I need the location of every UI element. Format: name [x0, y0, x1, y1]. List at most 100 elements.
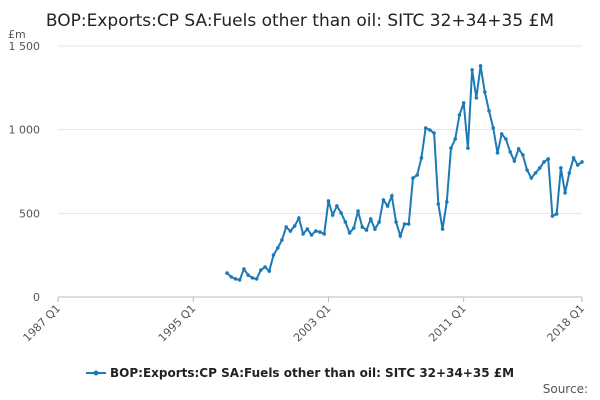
data-point [356, 209, 360, 213]
data-point [263, 265, 267, 269]
data-point [347, 231, 352, 235]
data-point [343, 220, 348, 224]
data-point [563, 191, 567, 195]
legend-dot [93, 370, 99, 376]
data-point [259, 268, 263, 272]
data-point [466, 146, 470, 150]
data-point [411, 176, 415, 180]
data-point [546, 157, 550, 161]
data-point [280, 238, 284, 242]
data-point [402, 222, 407, 226]
data-point [250, 276, 255, 280]
y-tick-label: 1 500 [9, 40, 41, 53]
data-point [229, 275, 234, 279]
data-point [449, 146, 453, 150]
data-point [233, 277, 238, 281]
data-point [406, 222, 411, 226]
data-point [428, 128, 432, 132]
data-point [305, 227, 310, 231]
data-point [246, 273, 250, 277]
data-point [309, 233, 314, 237]
data-point [512, 159, 517, 163]
data-point [254, 277, 259, 281]
data-point [423, 126, 428, 130]
y-axis-label: £m [8, 28, 26, 41]
data-point [453, 137, 458, 141]
data-point [373, 227, 377, 231]
data-point [322, 232, 327, 236]
data-point [461, 101, 466, 105]
data-point [457, 113, 462, 117]
data-point [368, 217, 373, 221]
data-point [381, 198, 386, 202]
x-tick-label: 1995 Q1 [156, 302, 199, 345]
data-point [575, 163, 580, 167]
x-tick-label: 1987 Q1 [21, 302, 64, 345]
data-point [567, 171, 572, 175]
data-point [470, 68, 474, 72]
data-point [537, 166, 542, 170]
data-point [432, 131, 436, 135]
data-point [487, 109, 491, 113]
data-point [297, 216, 301, 220]
data-point [474, 96, 479, 100]
data-point [533, 171, 538, 175]
data-point [525, 168, 529, 172]
source: Source: [543, 382, 588, 396]
data-point [394, 220, 398, 224]
data-point [504, 137, 508, 141]
data-point [339, 211, 343, 215]
data-point [419, 156, 424, 160]
data-point [390, 194, 394, 198]
data-point [550, 214, 555, 218]
data-point [436, 202, 441, 206]
data-point [478, 64, 483, 68]
data-point [542, 160, 546, 164]
data-point [301, 232, 305, 236]
data-point [398, 234, 403, 238]
series-line [226, 65, 583, 282]
data-point [284, 225, 288, 229]
data-point [318, 230, 322, 234]
data-point [242, 267, 246, 271]
data-point [360, 225, 365, 229]
x-tick-label: 2011 Q1 [426, 302, 469, 345]
data-point [288, 229, 293, 233]
data-point [330, 213, 335, 217]
data-point [364, 228, 369, 232]
data-point [495, 151, 500, 155]
y-tick-label: 0 [33, 291, 40, 304]
data-point [483, 90, 487, 94]
x-tick-label: 2018 Q1 [545, 302, 588, 345]
data-point [326, 199, 331, 203]
data-point [335, 204, 339, 208]
data-point [313, 229, 318, 233]
data-point [271, 253, 276, 257]
data-point [275, 246, 280, 250]
data-point [580, 160, 584, 164]
data-point [440, 227, 445, 231]
legend-label: BOP:Exports:CP SA:Fuels other than oil: … [110, 366, 514, 380]
data-point [554, 212, 559, 216]
x-tick-label: 2003 Q1 [291, 302, 334, 345]
y-tick-label: 500 [19, 207, 40, 220]
data-point [491, 126, 496, 130]
data-point [415, 173, 419, 177]
chart-title: BOP:Exports:CP SA:Fuels other than oil: … [46, 11, 554, 31]
data-point [352, 226, 356, 230]
data-point [508, 150, 512, 154]
data-point [571, 156, 576, 160]
data-point [499, 132, 504, 136]
data-point [292, 224, 297, 228]
data-point [529, 176, 534, 180]
data-point [237, 278, 242, 282]
y-tick-label: 1 000 [9, 124, 41, 137]
data-point [516, 147, 521, 151]
data-point [385, 204, 390, 208]
data-point [559, 166, 563, 170]
data-point [444, 200, 449, 204]
data-point [521, 153, 525, 157]
data-point [267, 269, 272, 273]
data-point [225, 271, 229, 275]
